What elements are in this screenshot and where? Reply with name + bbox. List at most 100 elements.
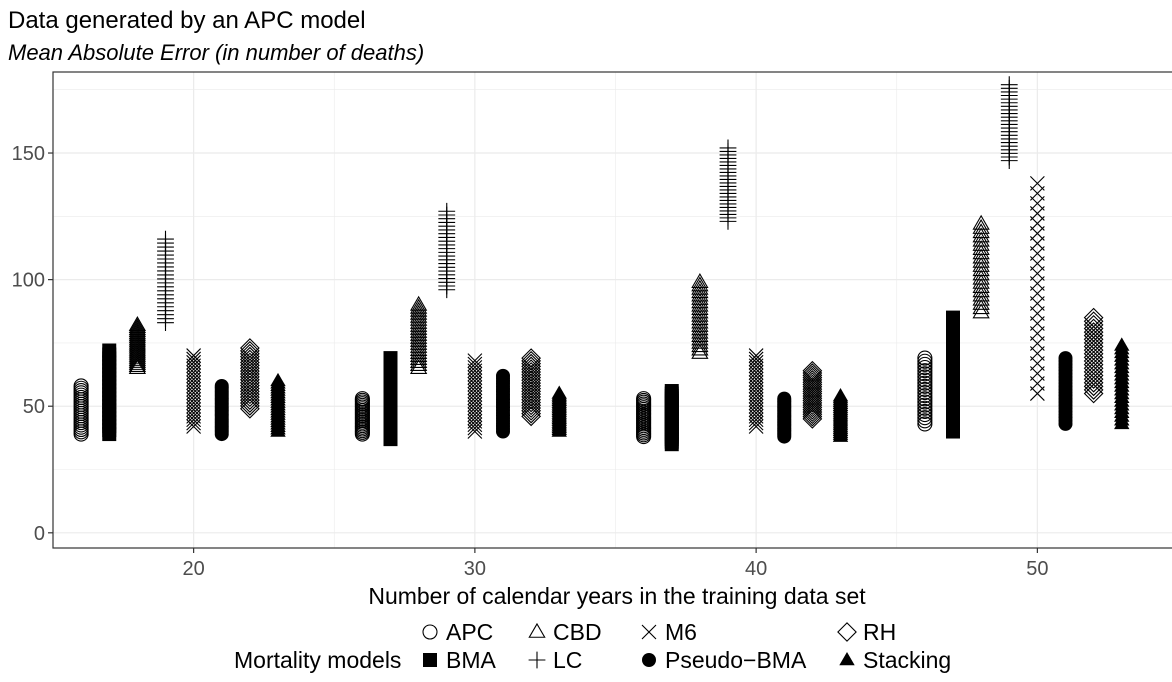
- point-m6: [467, 370, 483, 385]
- point-m6: [186, 398, 202, 414]
- point-apc: [917, 359, 933, 376]
- x-axis: 20 30 40 50: [183, 548, 1049, 580]
- point-apc: [917, 413, 933, 429]
- point-m6: [467, 424, 483, 439]
- legend-label: LC: [553, 647, 582, 673]
- legend-label: M6: [665, 619, 697, 645]
- point-m6: [748, 402, 764, 417]
- point-apc: [917, 394, 933, 410]
- x-axis-title: Number of calendar years in the training…: [368, 583, 866, 609]
- point-m6: [186, 358, 202, 374]
- point-m6: [186, 408, 202, 424]
- point-cbd: [972, 244, 990, 260]
- point-stacking: [1114, 337, 1130, 351]
- point-cbd: [128, 316, 147, 331]
- series-apc: [73, 350, 933, 445]
- point-rh: [802, 397, 823, 418]
- point-rh: [1083, 322, 1104, 342]
- point-cbd: [972, 282, 990, 298]
- point-m6: [186, 381, 202, 397]
- point-apc: [917, 397, 933, 413]
- point-apc: [917, 391, 933, 407]
- point-rh: [239, 338, 260, 358]
- point-m6: [467, 376, 483, 392]
- point-rh: [1083, 376, 1104, 397]
- point-apc: [917, 406, 933, 423]
- legend-label: Pseudo−BMA: [665, 647, 807, 673]
- point-rh: [1083, 311, 1104, 332]
- point-cbd: [972, 278, 990, 294]
- point-apc: [917, 385, 933, 401]
- point-rh: [1083, 383, 1104, 404]
- series-pseudo-bma: [214, 351, 1073, 444]
- point-rh: [239, 340, 260, 361]
- y-tick-label: 100: [12, 270, 45, 292]
- point-m6: [1029, 176, 1045, 191]
- point-m6: [467, 387, 483, 402]
- point-rh: [1083, 318, 1104, 339]
- point-rh: [1083, 333, 1104, 353]
- point-m6: [748, 395, 764, 411]
- point-cbd: [972, 299, 990, 315]
- point-rh: [1083, 365, 1104, 386]
- point-cbd: [409, 350, 428, 365]
- point-cbd: [409, 304, 428, 320]
- point-cbd: [409, 295, 428, 311]
- point-cbd: [972, 223, 990, 239]
- point-cbd: [409, 310, 428, 326]
- point-m6: [748, 375, 764, 390]
- point-m6: [748, 368, 764, 384]
- chart-subtitle: Mean Absolute Error (in number of deaths…: [8, 40, 424, 65]
- point-rh: [802, 367, 823, 388]
- point-rh: [1083, 325, 1104, 346]
- point-m6: [748, 371, 764, 387]
- point-cbd: [409, 316, 428, 332]
- point-apc: [917, 356, 933, 372]
- point-apc: [917, 366, 933, 382]
- point-rh: [1083, 361, 1104, 382]
- y-tick-label: 0: [34, 523, 45, 545]
- point-m6: [748, 381, 764, 397]
- point-m6: [186, 402, 202, 417]
- point-rh: [1083, 372, 1104, 393]
- point-rh: [1083, 358, 1104, 379]
- point-m6: [467, 407, 483, 423]
- point-cbd: [972, 218, 990, 234]
- data-points: [73, 76, 1130, 452]
- point-rh: [802, 386, 823, 406]
- point-rh: [802, 374, 823, 395]
- y-axis: 0 50 100 150: [12, 143, 53, 545]
- point-cbd: [409, 301, 428, 317]
- point-apc: [917, 381, 933, 398]
- point-m6: [186, 371, 202, 387]
- point-cbd: [972, 235, 990, 251]
- point-m6: [467, 397, 483, 412]
- x-tick-label: 50: [1026, 558, 1048, 580]
- series-cbd: [128, 214, 990, 375]
- point-bma: [664, 384, 679, 399]
- point-cbd: [972, 290, 990, 306]
- point-pseudo-bma: [214, 378, 229, 393]
- point-m6: [467, 380, 483, 396]
- plot-panel: [52, 71, 1172, 549]
- point-rh: [1083, 369, 1104, 389]
- point-m6: [467, 366, 483, 382]
- series-m6: [186, 176, 1045, 439]
- point-rh: [1083, 329, 1104, 350]
- point-cbd: [409, 334, 428, 350]
- point-rh: [802, 388, 823, 409]
- point-cbd: [409, 313, 428, 329]
- point-rh: [1083, 336, 1104, 357]
- point-cbd: [409, 356, 428, 372]
- point-cbd: [409, 319, 428, 335]
- legend-label: Stacking: [863, 647, 951, 673]
- point-apc: [917, 375, 933, 391]
- point-apc: [354, 391, 370, 407]
- point-pseudo-bma: [777, 391, 792, 406]
- point-rh: [802, 372, 823, 393]
- point-cbd: [972, 265, 990, 281]
- x-tick-label: 30: [464, 558, 486, 580]
- point-cbd: [691, 273, 709, 288]
- point-cbd: [972, 286, 990, 302]
